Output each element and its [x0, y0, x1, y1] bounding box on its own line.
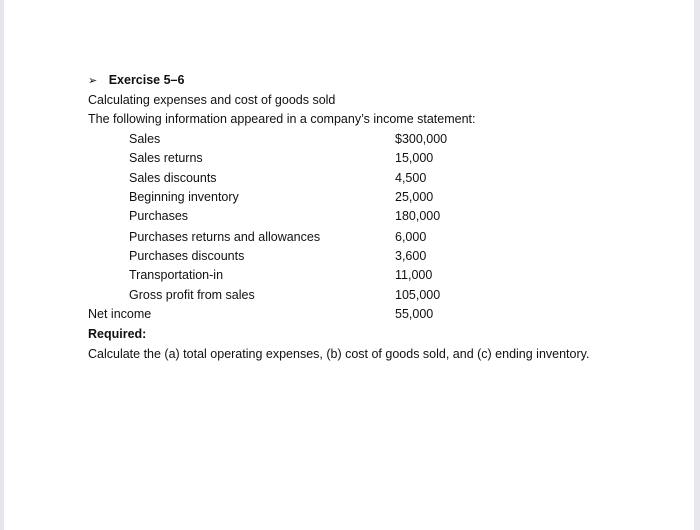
item-value: 180,000 [395, 209, 441, 223]
arrow-bullet-icon: ➢ [88, 75, 98, 87]
exercise-heading: ➢ Exercise 5–6 [88, 72, 184, 89]
item-value: 4,500 [395, 171, 427, 185]
item-value: 11,000 [395, 268, 433, 282]
item-label: Sales discounts [129, 171, 217, 185]
net-income-value: 55,000 [395, 307, 434, 321]
item-label: Purchases discounts [129, 249, 245, 263]
subtitle: Calculating expenses and cost of goods s… [88, 93, 336, 107]
item-label: Transportation-in [129, 268, 224, 282]
page-edge-right [694, 0, 700, 530]
item-label: Sales returns [129, 151, 203, 165]
item-value: 15,000 [395, 151, 434, 165]
item-label: Purchases [129, 209, 189, 223]
item-label: Gross profit from sales [129, 288, 255, 302]
item-value: 3,600 [395, 249, 427, 263]
page-edge-left [0, 0, 4, 530]
item-label: Purchases returns and allowances [129, 230, 321, 244]
item-value: 6,000 [395, 230, 427, 244]
exercise-title: Exercise 5–6 [108, 73, 185, 87]
item-value: $300,000 [395, 132, 448, 146]
item-value: 25,000 [395, 190, 434, 204]
required-label: Required: [88, 327, 147, 341]
required-text: Calculate the (a) total operating expens… [88, 347, 590, 361]
item-label: Sales [129, 132, 161, 146]
item-label: Beginning inventory [129, 190, 239, 204]
item-value: 105,000 [395, 288, 441, 302]
intro-text: The following information appeared in a … [88, 112, 476, 126]
net-income-label: Net income [88, 307, 152, 321]
